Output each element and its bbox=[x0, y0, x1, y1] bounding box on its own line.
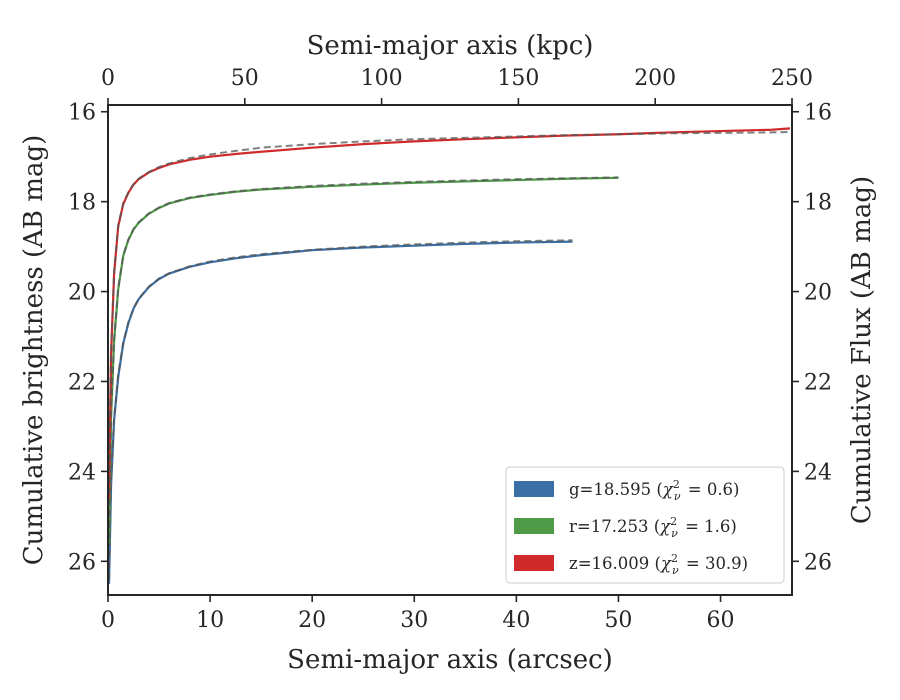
right-y-axis-label: Cumulative Flux (AB mag) bbox=[847, 176, 877, 524]
right-y-tick-label: 24 bbox=[804, 460, 832, 485]
legend: g=18.595 (χ2 ν = 0.6) r=17.253 (χ2 ν = 1.6)… bbox=[505, 466, 785, 584]
legend-label-r: r=17.253 (χ2 ν = 1.6) bbox=[569, 515, 737, 540]
y-tick-label: 18 bbox=[68, 191, 96, 216]
x-tick-label: 50 bbox=[604, 608, 632, 633]
top-x-tick-label: 150 bbox=[497, 66, 539, 91]
x-tick-label: 40 bbox=[502, 608, 530, 633]
x-tick-label: 10 bbox=[196, 608, 224, 633]
right-y-tick-label: 18 bbox=[804, 191, 832, 216]
x-tick-label: 20 bbox=[298, 608, 326, 633]
y-tick-label: 26 bbox=[68, 550, 96, 575]
plot-area bbox=[108, 127, 791, 584]
y-tick-label: 20 bbox=[68, 281, 96, 306]
plot-layer bbox=[108, 127, 791, 584]
legend-label-z: z=16.009 (χ2 ν = 30.9) bbox=[569, 552, 748, 577]
top-x-tick-label: 0 bbox=[101, 66, 115, 91]
legend-swatch-g bbox=[514, 481, 554, 497]
y-tick-label: 16 bbox=[68, 101, 96, 126]
legend-swatch-z bbox=[514, 555, 554, 571]
x-tick-label: 60 bbox=[707, 608, 735, 633]
axes-layer: 0 10 20 30 40 50 60 0 50 100 150 200 250 16 18 20 22 24 26… bbox=[68, 66, 832, 633]
model-line-g bbox=[108, 239, 573, 580]
right-y-tick-label: 26 bbox=[804, 550, 832, 575]
top-x-tick-label: 250 bbox=[771, 66, 813, 91]
top-x-tick-label: 50 bbox=[231, 66, 259, 91]
y-tick-label: 24 bbox=[68, 460, 96, 485]
right-y-tick-label: 16 bbox=[804, 101, 832, 126]
right-y-tick-label: 22 bbox=[804, 370, 832, 395]
legend-swatch-r bbox=[514, 518, 554, 534]
model-line-z bbox=[108, 130, 790, 494]
plot-frame bbox=[107, 104, 793, 596]
right-y-tick-label: 20 bbox=[804, 281, 832, 306]
x-tick-label: 0 bbox=[101, 608, 115, 633]
model-line-r bbox=[108, 176, 619, 539]
y-tick-label: 22 bbox=[68, 370, 96, 395]
x-tick-label: 30 bbox=[400, 608, 428, 633]
legend-items: g=18.595 (χ2 ν = 0.6) r=17.253 (χ2 ν = 1.6)… bbox=[514, 478, 748, 577]
y-axis-label: Cumulative brightness (AB mag) bbox=[19, 135, 49, 566]
x-axis-label: Semi-major axis (arcsec) bbox=[287, 645, 613, 675]
top-x-tick-label: 200 bbox=[634, 66, 676, 91]
top-x-axis-label: Semi-major axis (kpc) bbox=[307, 31, 594, 61]
legend-frame bbox=[505, 466, 785, 584]
legend-label-g: g=18.595 (χ2 ν = 0.6) bbox=[569, 478, 740, 503]
top-x-tick-label: 100 bbox=[361, 66, 403, 91]
